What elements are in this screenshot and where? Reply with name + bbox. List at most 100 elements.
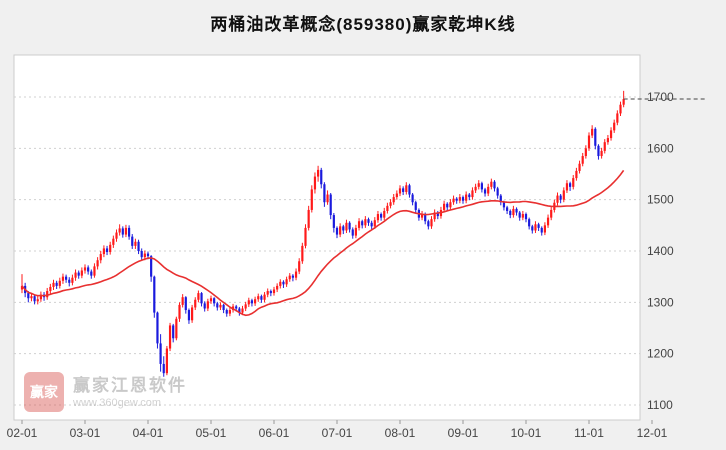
candle-body [93, 266, 96, 276]
candle-body [524, 214, 528, 220]
candle-body [515, 208, 518, 213]
ma-line [21, 169, 625, 317]
candle-body [184, 297, 187, 311]
candle-body [465, 194, 468, 201]
y-tick-label: 1700 [647, 90, 674, 104]
candle-body [263, 294, 266, 300]
candle-body [61, 276, 65, 281]
candle-body [386, 205, 389, 211]
candle-body [20, 285, 24, 290]
candle-body [402, 188, 405, 192]
candle-body [565, 183, 569, 191]
candle-body [562, 190, 565, 200]
candle-body [206, 301, 209, 309]
candle-body [313, 176, 317, 190]
candle-body [68, 279, 71, 283]
candle-body [200, 293, 203, 304]
candle-body [197, 293, 200, 300]
candle-body [424, 214, 427, 222]
candle-body [502, 202, 506, 208]
y-tick-label: 1400 [647, 244, 674, 258]
candle-body [483, 189, 487, 194]
candle-body [131, 236, 134, 246]
candle-body [172, 325, 175, 339]
candle-body [455, 198, 458, 201]
candle-body [622, 99, 625, 105]
candle-body [521, 214, 524, 218]
candle-body [591, 128, 594, 136]
candle-body [569, 183, 572, 187]
candle-body [452, 198, 455, 203]
candle-body [39, 294, 42, 300]
candle-body [282, 281, 285, 285]
x-tick-label: 12-01 [637, 426, 668, 440]
candle-body [165, 348, 168, 374]
candle-body [55, 282, 58, 286]
candle-body [49, 286, 52, 292]
x-tick-label: 07-01 [322, 426, 353, 440]
candle-body [405, 185, 408, 192]
candle-body [65, 276, 68, 280]
candle-body [540, 227, 543, 233]
candle-body [606, 138, 609, 143]
candle-body [254, 299, 257, 304]
candle-body [468, 194, 471, 198]
candle-body [266, 291, 269, 295]
candle-body [118, 228, 121, 233]
candle-body [329, 194, 332, 216]
candle-body [228, 310, 231, 314]
candle-body [389, 202, 392, 206]
candle-body [269, 291, 272, 294]
candle-body [87, 267, 90, 272]
candle-body [159, 343, 162, 364]
candle-body [528, 219, 531, 227]
y-tick-label: 1300 [647, 295, 674, 309]
candle-body [534, 224, 537, 231]
candle-body [518, 212, 521, 218]
candle-body [587, 135, 591, 149]
candle-body [52, 282, 55, 287]
chart-title: 两桶油改革概念(859380)赢家乾坤K线 [210, 15, 516, 34]
candle-body [203, 303, 206, 309]
candle-body [578, 163, 581, 171]
candle-body [320, 169, 323, 185]
candle-body [137, 241, 140, 251]
candle-body [550, 209, 553, 218]
candle-body [36, 299, 39, 302]
candle-body [543, 225, 546, 233]
candle-body [600, 150, 603, 157]
candle-body [354, 227, 357, 236]
candle-body [178, 304, 181, 319]
candle-body [474, 186, 477, 191]
candle-body [335, 227, 339, 235]
candle-body [594, 128, 597, 146]
candle-body [411, 194, 414, 203]
candle-body [33, 296, 36, 302]
candle-body [499, 195, 502, 203]
candle-body [153, 276, 156, 313]
candle-body [332, 215, 335, 228]
candle-body [121, 228, 124, 235]
candle-body [477, 183, 480, 187]
candle-body [285, 279, 288, 285]
candle-body [493, 181, 496, 189]
candle-body [436, 212, 439, 217]
candle-body [427, 221, 430, 227]
candle-body [537, 224, 540, 228]
candle-body [288, 275, 291, 280]
candle-body [291, 275, 294, 278]
candle-body [458, 197, 461, 201]
candle-body [420, 214, 424, 218]
candle-body [433, 212, 436, 220]
candle-body [506, 207, 509, 211]
candle-body [112, 238, 115, 245]
candle-body [471, 190, 474, 198]
y-tick-label: 1100 [647, 398, 673, 412]
candle-body [175, 318, 178, 339]
candle-body [194, 299, 197, 308]
candle-body [304, 227, 307, 246]
candle-body [512, 208, 515, 216]
candle-body [168, 325, 172, 349]
candle-body [272, 289, 276, 294]
